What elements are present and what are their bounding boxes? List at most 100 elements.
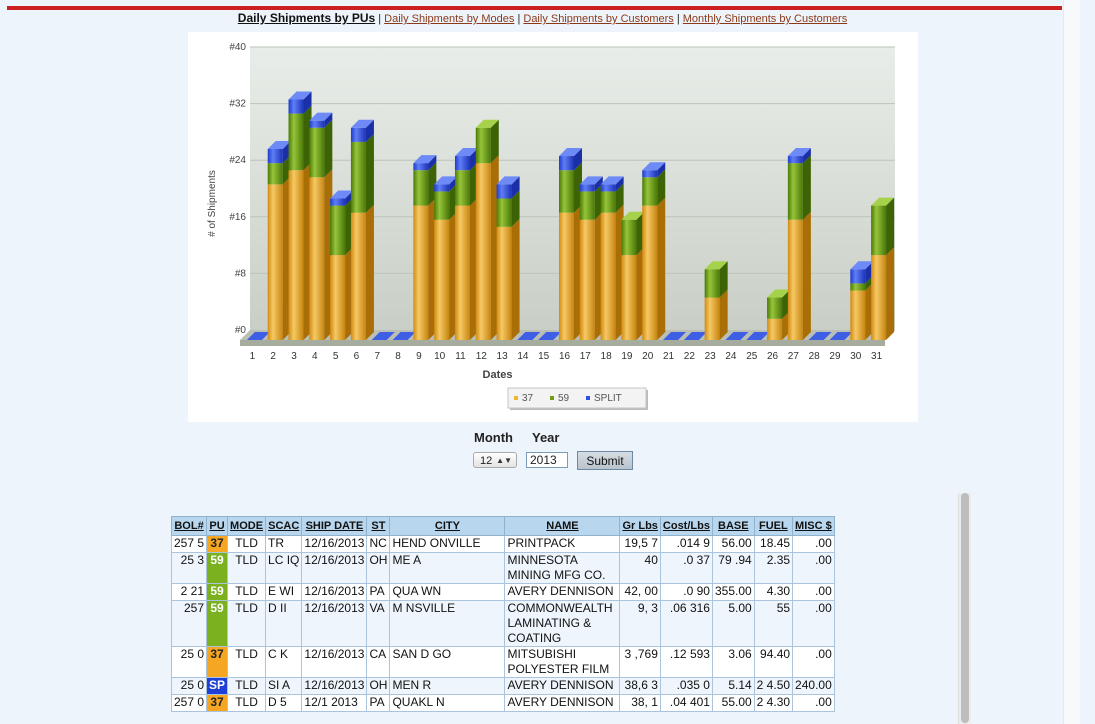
x-tick-label: 3	[291, 351, 297, 362]
bar-segment-split	[413, 163, 429, 171]
bar-top-cap	[704, 261, 728, 270]
cell-gr: 38, 1	[619, 694, 661, 712]
submit-button[interactable]: Submit	[577, 451, 633, 470]
cell-fuel: 4.30	[753, 583, 794, 601]
bar-side-split	[657, 162, 666, 178]
shipments-chart: #0 #8 #16 #24 #32 #40 1 2 3 4 5 6 7 8 9 10 11 12 13 14 15 16 1…	[188, 32, 918, 422]
bar-side-59	[886, 197, 895, 256]
month-label: Month	[474, 430, 513, 445]
column-header[interactable]: BASE	[711, 516, 755, 536]
y-tick-label: #8	[235, 268, 247, 279]
table-row[interactable]: 257 5 37 TLD TR 12/16/2013 NC HEND ONVILLE PRIN…	[170, 535, 835, 553]
cell-date: 12/16/2013	[301, 535, 368, 553]
legend-label: SPLIT	[594, 393, 622, 404]
legend-swatch	[514, 396, 518, 400]
nav-link-monthly[interactable]: Monthly Shipments by Customers	[682, 13, 848, 25]
nav-active-link[interactable]: Daily Shipments by PUs	[237, 11, 376, 25]
scrollbar-thumb[interactable]	[961, 493, 969, 723]
cell-st: OH	[366, 552, 391, 584]
bar-top-cap	[330, 190, 354, 199]
x-tick-label: 16	[559, 351, 571, 362]
column-header[interactable]: MODE	[227, 516, 267, 536]
table-row[interactable]: 2 21 59 TLD E WI 12/16/2013 PA QUA WN AVERY DEN…	[170, 583, 835, 601]
cell-fuel: 55	[753, 600, 794, 647]
bar-empty-cap	[517, 332, 541, 340]
year-input[interactable]: 2013	[526, 452, 568, 468]
cell-date: 12/16/2013	[301, 646, 368, 678]
cell-gr: 38,6 3	[619, 677, 661, 695]
column-header[interactable]: SHIP DATE	[301, 516, 368, 536]
cell-fuel: 94.40	[753, 646, 794, 678]
bar-side-37	[802, 211, 811, 340]
x-tick-label: 31	[871, 351, 883, 362]
table-scrollbar[interactable]	[958, 493, 971, 724]
cell-city: ME A	[389, 552, 506, 584]
column-header[interactable]: PU	[206, 516, 229, 536]
bar-segment-split	[454, 156, 470, 171]
month-select[interactable]: 12 ▲▼	[473, 452, 517, 468]
bar-segment-59	[330, 205, 346, 256]
column-header[interactable]: SCAC	[265, 516, 303, 536]
cell-cost: .0 37	[659, 552, 713, 584]
cell-pu: 37	[206, 535, 229, 553]
cell-pu: 59	[206, 552, 229, 584]
cell-cost: .014 9	[659, 535, 713, 553]
cell-cost: .035 0	[659, 677, 713, 695]
column-header[interactable]: MISC $	[792, 516, 835, 536]
cell-st: VA	[366, 600, 391, 647]
cell-misc: .00	[792, 552, 835, 584]
cell-misc: .00	[792, 600, 835, 647]
nav-link-modes[interactable]: Daily Shipments by Modes	[384, 13, 515, 25]
cell-cost: .12 593	[659, 646, 713, 678]
bar-empty-cap	[392, 332, 416, 340]
table-row[interactable]: 257 0 37 TLD D 5 12/1 2013 PA QUAKL N AVERY DEN…	[170, 694, 835, 712]
bar-segment-37	[475, 163, 491, 340]
column-header[interactable]: Cost/Lbs	[659, 516, 713, 536]
cell-pu: 59	[206, 583, 229, 601]
bar-side-59	[365, 133, 374, 213]
column-header[interactable]: Gr Lbs	[619, 516, 661, 536]
column-header[interactable]: ST	[366, 516, 391, 536]
bar-segment-59	[850, 283, 866, 291]
cell-scac: C K	[265, 646, 303, 678]
column-header[interactable]: BOL#	[170, 516, 208, 536]
legend-swatch	[586, 396, 590, 400]
table-row[interactable]: 257 59 TLD D II 12/16/2013 VA M NSVILLE COMMONW…	[170, 600, 835, 647]
bar-empty-cap	[371, 332, 395, 340]
bar-segment-59	[309, 127, 325, 178]
cell-fuel: 2 4.30	[753, 694, 794, 712]
cell-fuel: 2.35	[753, 552, 794, 584]
x-tick-label: 12	[476, 351, 488, 362]
bar-segment-37	[309, 177, 325, 340]
legend-label: 59	[558, 393, 570, 404]
x-tick-label: 26	[767, 351, 779, 362]
bar-segment-59	[642, 177, 658, 206]
bar-segment-59	[579, 191, 595, 220]
cell-name: AVERY DENNISON	[504, 677, 621, 695]
table-row[interactable]: 25 3 59 TLD LC IQ 12/16/2013 OH ME A MINNESOTA …	[170, 552, 835, 584]
bar-side-split	[802, 148, 811, 164]
report-nav: Daily Shipments by PUs | Daily Shipments…	[237, 11, 848, 25]
table-row[interactable]: 25 0 SP TLD SI A 12/16/2013 OH MEN R AVERY DENN…	[170, 677, 835, 695]
table-row[interactable]: 25 0 37 TLD C K 12/16/2013 CA SAN D GO MITSUBIS…	[170, 646, 835, 678]
cell-scac: LC IQ	[265, 552, 303, 584]
bar-segment-split	[267, 148, 283, 164]
column-header[interactable]: FUEL	[753, 516, 794, 536]
cell-scac: D II	[265, 600, 303, 647]
bar-top-cap	[496, 176, 520, 185]
cell-cost: .04 401	[659, 694, 713, 712]
nav-link-customers[interactable]: Daily Shipments by Customers	[523, 13, 674, 25]
y-tick-label: #40	[229, 42, 246, 53]
cell-misc: .00	[792, 694, 835, 712]
bar-segment-split	[850, 269, 866, 284]
bar-segment-split	[642, 170, 658, 178]
bar-segment-split	[600, 184, 616, 192]
cell-city: M NSVILLE	[389, 600, 506, 647]
column-header[interactable]: NAME	[504, 516, 621, 536]
cell-gr: 42, 00	[619, 583, 661, 601]
column-header[interactable]: CITY	[389, 516, 506, 536]
bar-empty-cap	[829, 332, 853, 340]
cell-name: AVERY DENNISON	[504, 694, 621, 712]
cell-date: 12/16/2013	[301, 583, 368, 601]
bar-segment-split	[309, 120, 325, 128]
